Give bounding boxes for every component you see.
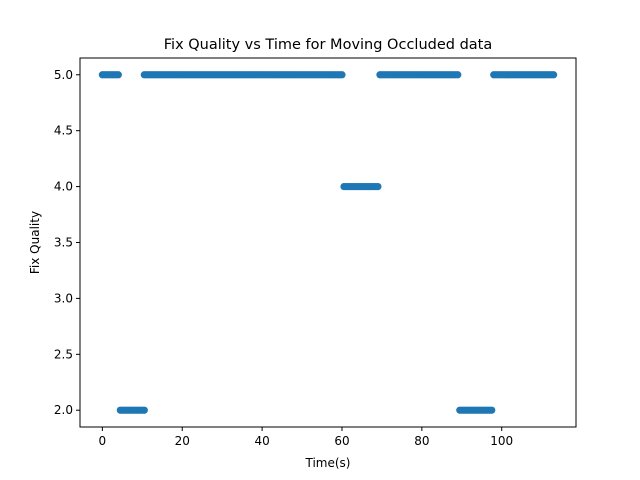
y-tick-label: 4.0: [54, 180, 73, 194]
data-point: [338, 71, 345, 78]
data-point: [141, 407, 148, 414]
x-axis-label: Time(s): [305, 456, 351, 470]
y-tick-label: 2.0: [54, 403, 73, 417]
data-point: [374, 183, 381, 190]
y-tick-label: 2.5: [54, 347, 73, 361]
x-axis: 0 20 40 60 80 100: [99, 427, 514, 448]
data-point: [454, 71, 461, 78]
y-tick-label: 4.5: [54, 124, 73, 138]
x-tick-label: 40: [254, 434, 269, 448]
y-axis-label: Fix Quality: [28, 211, 42, 274]
y-tick-label: 3.0: [54, 291, 73, 305]
x-tick-label: 80: [414, 434, 429, 448]
x-tick-label: 0: [99, 434, 107, 448]
x-tick-label: 100: [490, 434, 513, 448]
x-tick-label: 60: [334, 434, 349, 448]
y-tick-label: 5.0: [54, 68, 73, 82]
chart-title: Fix Quality vs Time for Moving Occluded …: [164, 37, 492, 53]
y-axis: 2.0 2.5 3.0 3.5 4.0 4.5 5.0: [54, 68, 80, 417]
data-point: [488, 407, 495, 414]
plot-frame: [80, 58, 576, 427]
y-tick-label: 3.5: [54, 236, 73, 250]
data-point: [115, 71, 122, 78]
data-points: [99, 71, 557, 414]
data-point: [550, 71, 557, 78]
x-tick-label: 20: [175, 434, 190, 448]
